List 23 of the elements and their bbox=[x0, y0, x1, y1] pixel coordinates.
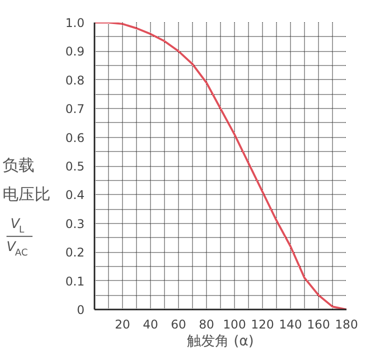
x-tick-label: 60 bbox=[170, 318, 186, 332]
x-tick-label: 20 bbox=[114, 318, 130, 332]
y-tick-label: 0.1 bbox=[65, 274, 85, 288]
y-tick-label: 1.0 bbox=[65, 16, 85, 30]
x-tick-label: 140 bbox=[279, 318, 302, 332]
y-axis-title: 负载电压比 bbox=[2, 156, 50, 204]
x-tick-label: 160 bbox=[307, 318, 330, 332]
x-axis-title: 触发角 (α) bbox=[187, 334, 254, 350]
x-tick-label: 100 bbox=[223, 318, 246, 332]
y-tick-label: 0.9 bbox=[65, 44, 85, 59]
y-tick-label: 0.7 bbox=[65, 102, 85, 116]
x-tick-label: 80 bbox=[198, 318, 214, 332]
line-series bbox=[94, 22, 346, 310]
y-tick-label: 0.3 bbox=[65, 216, 85, 231]
y-tick-label: 0.5 bbox=[65, 160, 85, 174]
y-tick-label: 0 bbox=[76, 303, 85, 317]
x-tick-label: 40 bbox=[142, 318, 158, 332]
y-tick-label: 0.4 bbox=[65, 188, 85, 202]
y-tick-label: 0.6 bbox=[65, 130, 85, 145]
y-tick-label: 0.2 bbox=[65, 246, 85, 260]
x-tick-label: 120 bbox=[251, 318, 274, 332]
x-tick-label: 180 bbox=[335, 318, 358, 332]
y-tick-label: 0.8 bbox=[65, 73, 85, 88]
